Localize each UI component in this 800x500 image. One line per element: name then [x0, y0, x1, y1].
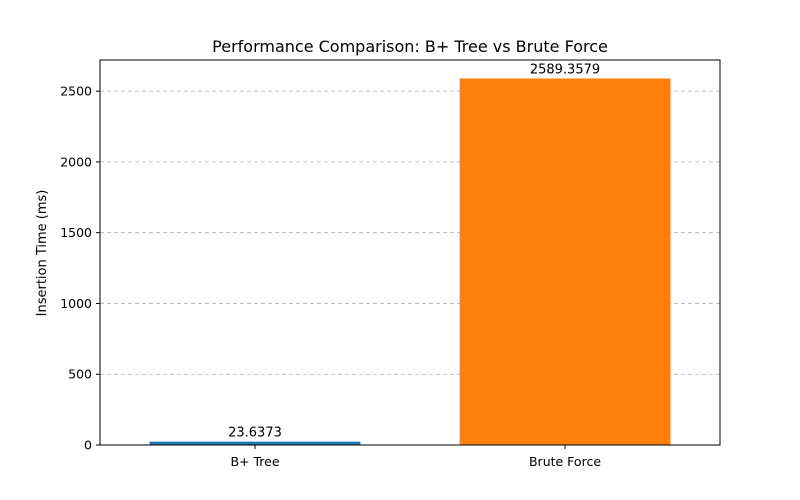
y-tick-label: 500: [68, 367, 92, 382]
bar-brute-force: [459, 78, 671, 445]
bar-b-tree: [149, 441, 361, 445]
plot-frame: [99, 59, 721, 446]
bar-value-label: 23.6373: [228, 426, 282, 441]
x-tick-label: Brute Force: [529, 454, 601, 469]
y-tick-label: 1000: [60, 296, 92, 311]
y-axis-ticks: 0 500 1000 1500 2000 2500: [60, 84, 100, 453]
bar-value-labels: 23.6373 2589.3579: [228, 62, 600, 440]
y-axis-label: Insertion Time (ms): [35, 190, 50, 317]
y-tick-label: 2000: [60, 154, 92, 169]
bar-value-label: 2589.3579: [530, 62, 600, 77]
y-tick-label: 1500: [60, 225, 92, 240]
y-tick-label: 0: [84, 438, 92, 453]
x-tick-label: B+ Tree: [230, 454, 279, 469]
x-axis-ticks: B+ Tree Brute Force: [230, 445, 601, 469]
chart-title: Performance Comparison: B+ Tree vs Brute…: [212, 37, 608, 56]
bars: [149, 78, 671, 445]
y-tick-label: 2500: [60, 84, 92, 99]
